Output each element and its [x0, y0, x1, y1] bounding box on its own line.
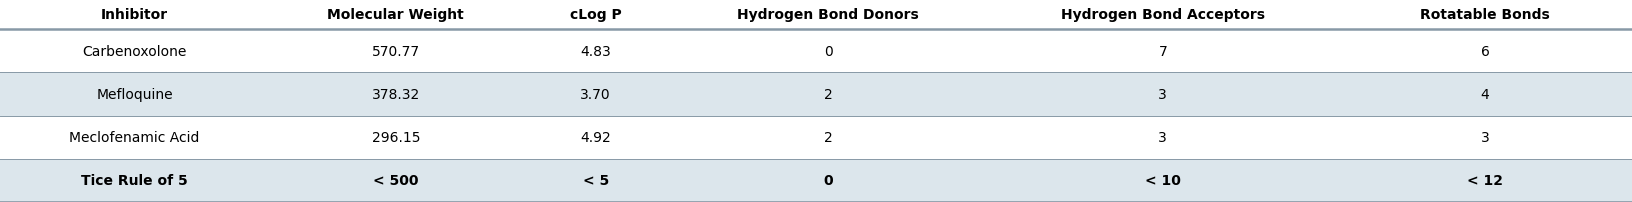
- Text: Molecular Weight: Molecular Weight: [328, 8, 463, 22]
- Text: 2: 2: [824, 87, 832, 101]
- Text: Carbenoxolone: Carbenoxolone: [83, 44, 186, 58]
- Text: 6: 6: [1480, 44, 1490, 58]
- Text: 4.92: 4.92: [581, 130, 610, 144]
- Bar: [0, 0, 1632, 30]
- Text: 3.70: 3.70: [581, 87, 610, 101]
- Text: 3: 3: [1480, 130, 1490, 144]
- Text: 296.15: 296.15: [372, 130, 419, 144]
- Text: < 10: < 10: [1146, 174, 1180, 187]
- Text: 4: 4: [1480, 87, 1490, 101]
- Text: < 5: < 5: [583, 174, 609, 187]
- Text: cLog P: cLog P: [570, 8, 622, 22]
- Text: 378.32: 378.32: [372, 87, 419, 101]
- Text: Rotatable Bonds: Rotatable Bonds: [1420, 8, 1550, 22]
- Bar: [0, 116, 1632, 159]
- Text: 3: 3: [1159, 87, 1167, 101]
- Bar: [0, 30, 1632, 73]
- Text: 7: 7: [1159, 44, 1167, 58]
- Text: 2: 2: [824, 130, 832, 144]
- Text: Hydrogen Bond Acceptors: Hydrogen Bond Acceptors: [1061, 8, 1265, 22]
- Text: Meclofenamic Acid: Meclofenamic Acid: [70, 130, 199, 144]
- Text: < 12: < 12: [1467, 174, 1503, 187]
- Text: 0: 0: [824, 44, 832, 58]
- Text: Inhibitor: Inhibitor: [101, 8, 168, 22]
- Text: Tice Rule of 5: Tice Rule of 5: [82, 174, 188, 187]
- Bar: [0, 159, 1632, 202]
- Bar: [0, 73, 1632, 116]
- Text: 4.83: 4.83: [581, 44, 610, 58]
- Text: 0: 0: [824, 174, 832, 187]
- Text: Hydrogen Bond Donors: Hydrogen Bond Donors: [738, 8, 919, 22]
- Text: < 500: < 500: [374, 174, 418, 187]
- Text: Mefloquine: Mefloquine: [96, 87, 173, 101]
- Text: 570.77: 570.77: [372, 44, 419, 58]
- Text: 3: 3: [1159, 130, 1167, 144]
